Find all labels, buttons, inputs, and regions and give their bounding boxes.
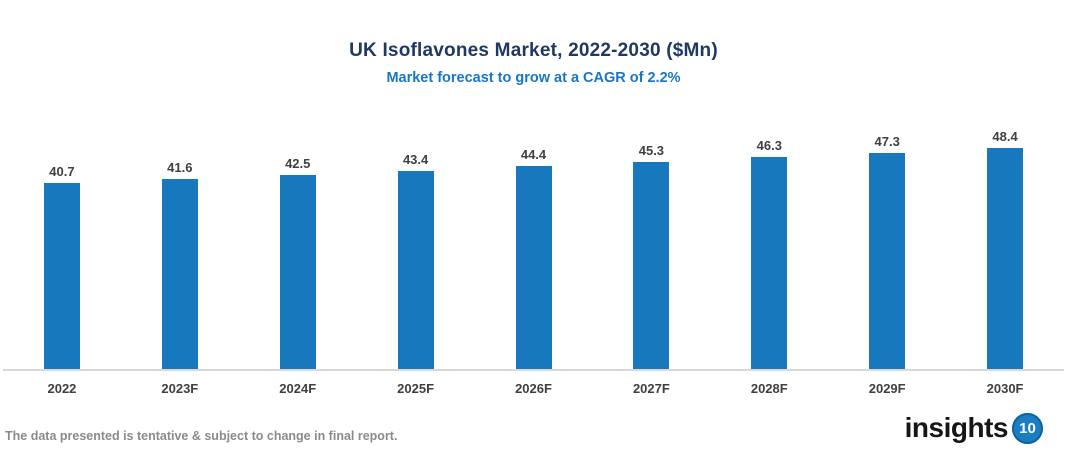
x-tick-label: 2024F [279, 381, 317, 396]
bar [633, 162, 670, 369]
x-tick-label: 2026F [515, 381, 552, 396]
bar [279, 175, 316, 369]
bar [869, 153, 906, 369]
bar [161, 179, 198, 369]
bar-value-label: 47.3 [874, 134, 900, 149]
bar-value-label: 48.4 [992, 129, 1018, 144]
bar-column-2028F: 46.3 [710, 138, 828, 369]
bar-value-label: 42.5 [285, 156, 311, 171]
chart-header: UK Isoflavones Market, 2022-2030 ($Mn) M… [0, 40, 1067, 86]
bar-value-label: 44.4 [520, 147, 547, 162]
insights10-logo: insights 10 [905, 412, 1043, 444]
bar [43, 183, 80, 369]
bar [515, 166, 552, 369]
x-tick-label: 2027F [632, 381, 670, 396]
bar-column-2027F: 45.3 [592, 143, 710, 369]
bar-value-label: 46.3 [756, 138, 782, 153]
x-axis-labels: 2022 2023F 2024F 2025F 2026F 2027F 2028F 2029F 2… [3, 373, 1064, 396]
bar [751, 157, 788, 369]
bar-plot-area: 40.7 41.6 42.5 43.4 44.4 45.3 46.3 47.3 48.4 [3, 0, 1064, 371]
x-tick-label: 2030F [986, 381, 1024, 396]
chart-subtitle: Market forecast to grow at a CAGR of 2.2… [386, 70, 681, 86]
bar-column-2023F: 41.6 [121, 160, 239, 369]
x-tick-label: 2028F [750, 381, 788, 396]
bar-column-2025F: 43.4 [357, 152, 475, 369]
x-tick-label: 2025F [397, 381, 435, 396]
bar-column-2029F: 47.3 [828, 134, 946, 369]
bar-column-2026F: 44.4 [475, 147, 593, 369]
bar-value-label: 41.6 [167, 160, 193, 175]
bar-column-2022: 40.7 [3, 164, 121, 369]
logo-number-badge: 10 [1012, 412, 1043, 444]
bar-value-label: 45.3 [638, 143, 665, 158]
bar-value-label: 43.4 [402, 152, 429, 167]
bar-column-2030F: 48.4 [946, 129, 1064, 369]
bar-column-2024F: 42.5 [239, 156, 357, 369]
x-tick-label: 2022 [47, 381, 77, 396]
chart-title: UK Isoflavones Market, 2022-2030 ($Mn) [349, 40, 718, 61]
bar-value-label: 40.7 [49, 164, 75, 179]
bar [987, 148, 1024, 369]
bar [397, 171, 434, 369]
logo-wordmark: insights [904, 412, 1009, 443]
disclaimer-text: The data presented is tentative & subjec… [5, 429, 398, 443]
x-tick-label: 2023F [161, 381, 199, 396]
x-tick-label: 2029F [868, 381, 906, 396]
